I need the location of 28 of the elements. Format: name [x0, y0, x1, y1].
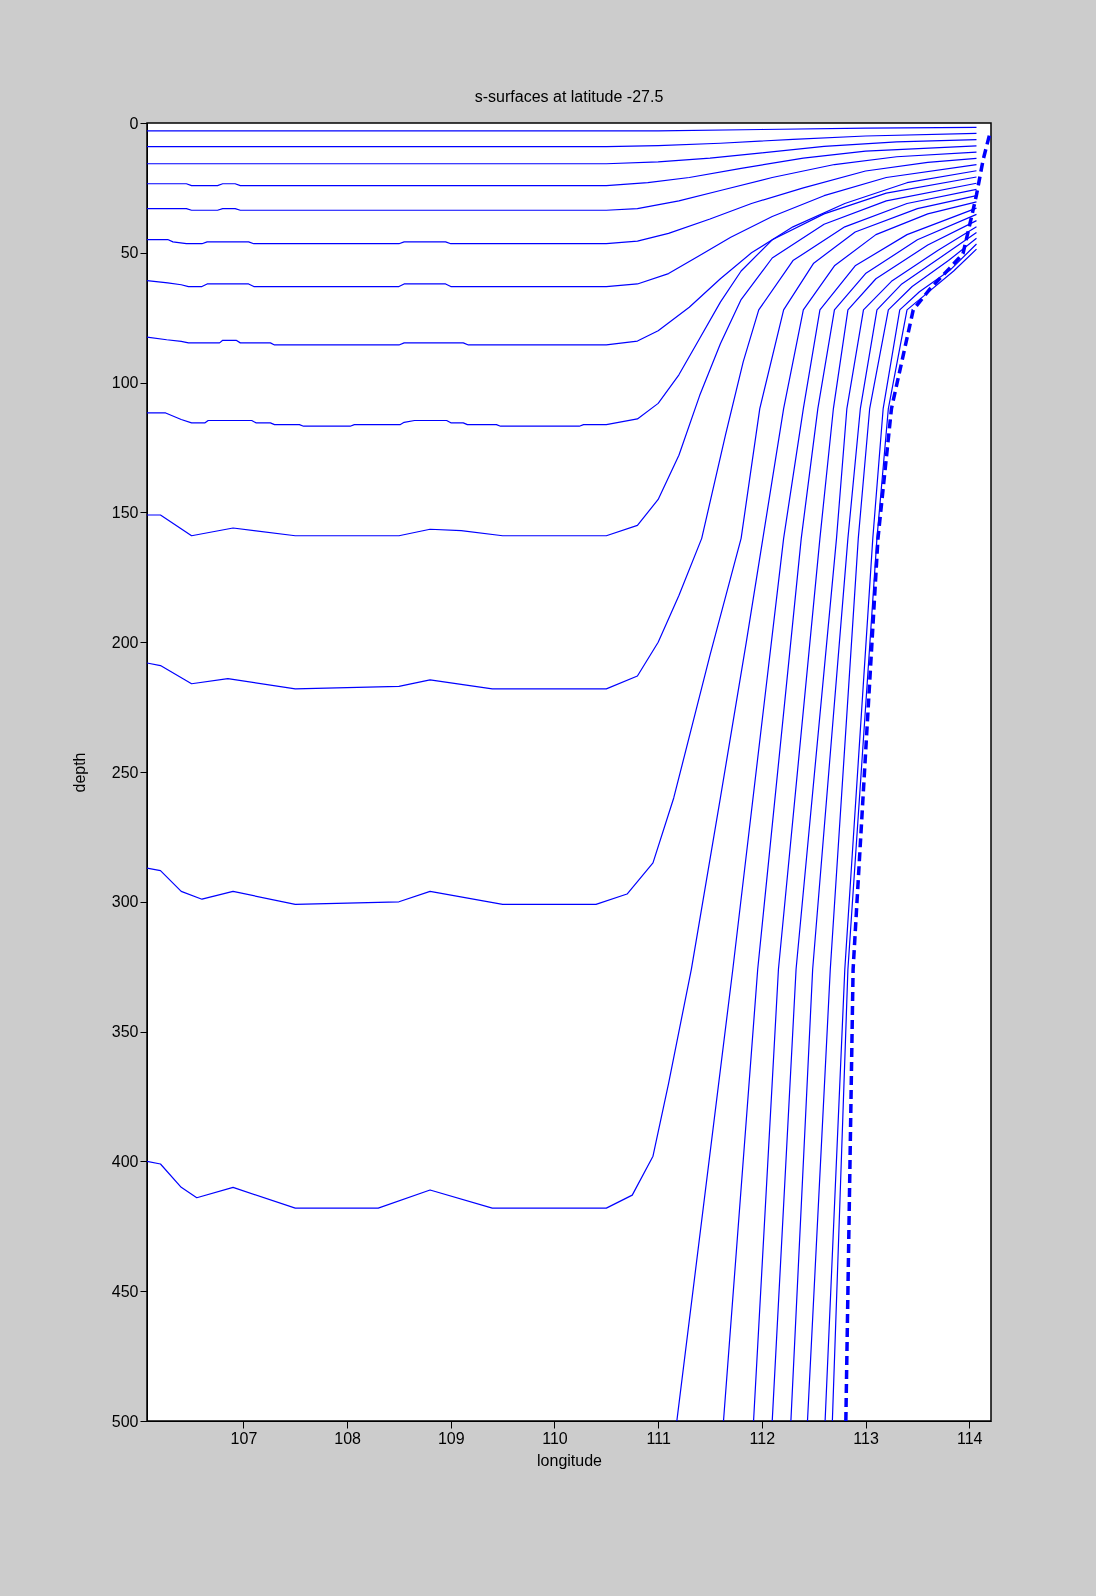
x-tick-label: 107 [230, 1429, 258, 1447]
y-tick-label: 400 [111, 1152, 139, 1170]
x-tick-label: 113 [853, 1429, 879, 1447]
x-tick-label: 111 [646, 1429, 671, 1447]
y-tick-label: 450 [111, 1282, 139, 1300]
line-series [147, 145, 978, 187]
line-series [147, 151, 978, 211]
y-axis-title: depth [70, 752, 88, 793]
y-tick-label: 50 [120, 244, 139, 262]
x-tick-label: 109 [437, 1429, 465, 1447]
line-series [147, 163, 978, 288]
line-series [147, 132, 978, 148]
x-tick-label: 112 [749, 1429, 776, 1447]
line-series [147, 139, 978, 165]
x-tick-label: 110 [542, 1429, 568, 1447]
y-tick-label: 250 [111, 763, 139, 781]
y-tick-label: 150 [111, 503, 139, 521]
y-tick-label: 100 [111, 374, 139, 392]
y-tick-label: 500 [111, 1412, 139, 1430]
line-series [147, 157, 978, 245]
y-tick-label: 300 [111, 893, 139, 911]
y-tick-label: 350 [111, 1023, 139, 1041]
y-tick-label: 200 [111, 633, 139, 651]
x-tick-label: 114 [956, 1429, 983, 1447]
y-tick-label: 0 [129, 114, 139, 132]
chart-title: s-surfaces at latitude -27.5 [474, 88, 664, 105]
x-axis-title: longitude [537, 1451, 603, 1469]
x-tick-label: 108 [334, 1429, 362, 1447]
